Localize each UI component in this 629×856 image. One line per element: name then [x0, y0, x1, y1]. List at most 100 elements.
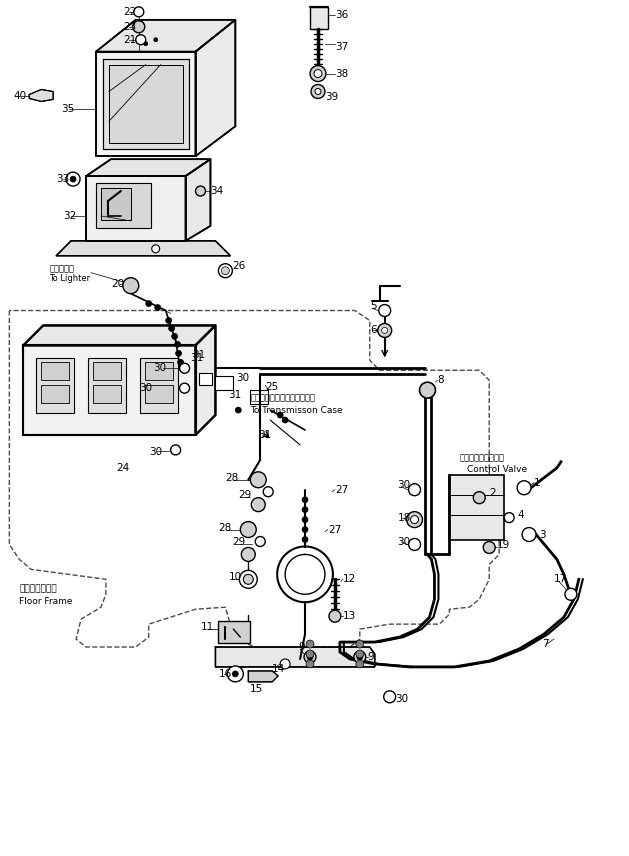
- Circle shape: [177, 360, 184, 366]
- Bar: [42, 362, 69, 380]
- Text: 25: 25: [265, 382, 279, 392]
- Text: 36: 36: [335, 9, 348, 20]
- Circle shape: [144, 42, 148, 45]
- Text: 31: 31: [228, 390, 242, 400]
- Circle shape: [302, 526, 308, 532]
- Text: Control Valve: Control Valve: [467, 466, 528, 474]
- Circle shape: [165, 318, 172, 324]
- Text: 11: 11: [201, 622, 214, 632]
- Circle shape: [250, 472, 266, 488]
- Text: 17: 17: [554, 574, 567, 585]
- Bar: [145, 362, 172, 380]
- Circle shape: [180, 363, 189, 373]
- Bar: [449, 475, 504, 539]
- Circle shape: [357, 654, 363, 660]
- Text: 28: 28: [218, 522, 231, 532]
- Text: To Transmisson Case: To Transmisson Case: [250, 406, 343, 414]
- Bar: [101, 188, 131, 220]
- Polygon shape: [30, 90, 53, 102]
- Text: 14: 14: [272, 664, 286, 674]
- Circle shape: [483, 542, 495, 554]
- Circle shape: [277, 412, 283, 418]
- Text: 37: 37: [335, 42, 348, 51]
- Text: 4: 4: [517, 509, 524, 520]
- Polygon shape: [196, 20, 235, 156]
- Circle shape: [251, 497, 265, 512]
- Polygon shape: [196, 325, 216, 435]
- Text: 1: 1: [534, 478, 541, 488]
- Text: 10: 10: [228, 573, 242, 582]
- Polygon shape: [86, 159, 211, 176]
- Circle shape: [172, 334, 177, 339]
- Text: 39: 39: [325, 92, 338, 103]
- Circle shape: [306, 640, 314, 648]
- Polygon shape: [109, 64, 182, 143]
- Text: 33: 33: [56, 174, 69, 184]
- Text: 38: 38: [335, 68, 348, 79]
- Text: 27: 27: [335, 484, 348, 495]
- Circle shape: [282, 417, 288, 423]
- Circle shape: [356, 650, 364, 658]
- Text: 15: 15: [250, 684, 264, 694]
- Bar: [96, 183, 151, 228]
- Text: 13: 13: [343, 611, 356, 621]
- Bar: [140, 359, 177, 413]
- Text: 27: 27: [328, 525, 341, 534]
- Circle shape: [311, 85, 325, 98]
- Polygon shape: [56, 241, 230, 256]
- Circle shape: [329, 610, 341, 622]
- Circle shape: [384, 691, 396, 703]
- Text: 18: 18: [398, 513, 411, 523]
- Text: 40: 40: [13, 92, 26, 102]
- Bar: [199, 373, 213, 385]
- Text: To Lighter: To Lighter: [49, 274, 91, 283]
- Circle shape: [382, 328, 387, 334]
- Polygon shape: [96, 51, 196, 156]
- Polygon shape: [103, 59, 189, 149]
- Text: 31: 31: [191, 354, 204, 363]
- Text: 26: 26: [232, 261, 245, 270]
- Polygon shape: [186, 159, 211, 241]
- Circle shape: [356, 660, 364, 668]
- Circle shape: [378, 324, 392, 337]
- Circle shape: [175, 350, 182, 356]
- Circle shape: [307, 654, 313, 660]
- Text: 30: 30: [153, 363, 166, 373]
- Circle shape: [169, 325, 175, 331]
- Circle shape: [180, 383, 189, 393]
- Text: 19: 19: [497, 540, 511, 550]
- Text: 12: 12: [343, 574, 356, 585]
- Text: 30: 30: [237, 373, 250, 383]
- Text: 22: 22: [123, 7, 136, 17]
- Text: 30: 30: [140, 383, 153, 393]
- Polygon shape: [96, 20, 235, 51]
- Text: 9: 9: [298, 642, 304, 652]
- Circle shape: [134, 7, 144, 17]
- Circle shape: [314, 69, 322, 78]
- Circle shape: [565, 588, 577, 600]
- Text: 8: 8: [437, 375, 444, 385]
- Circle shape: [232, 671, 238, 677]
- Circle shape: [356, 640, 364, 648]
- Circle shape: [302, 496, 308, 502]
- Text: 23: 23: [123, 21, 136, 32]
- Circle shape: [242, 548, 255, 562]
- Text: 35: 35: [61, 104, 74, 115]
- Bar: [36, 359, 74, 413]
- Text: 20: 20: [111, 279, 124, 288]
- Bar: [310, 7, 328, 29]
- Circle shape: [255, 537, 265, 546]
- Circle shape: [196, 186, 206, 196]
- Circle shape: [170, 445, 181, 455]
- Circle shape: [473, 491, 485, 503]
- Circle shape: [406, 512, 423, 527]
- Polygon shape: [23, 345, 196, 435]
- Text: 29: 29: [232, 538, 245, 548]
- Text: 6: 6: [370, 325, 376, 336]
- Circle shape: [155, 305, 160, 311]
- Circle shape: [70, 176, 76, 182]
- Text: 28: 28: [225, 473, 238, 483]
- Polygon shape: [86, 176, 186, 241]
- Bar: [93, 362, 121, 380]
- Bar: [93, 385, 121, 403]
